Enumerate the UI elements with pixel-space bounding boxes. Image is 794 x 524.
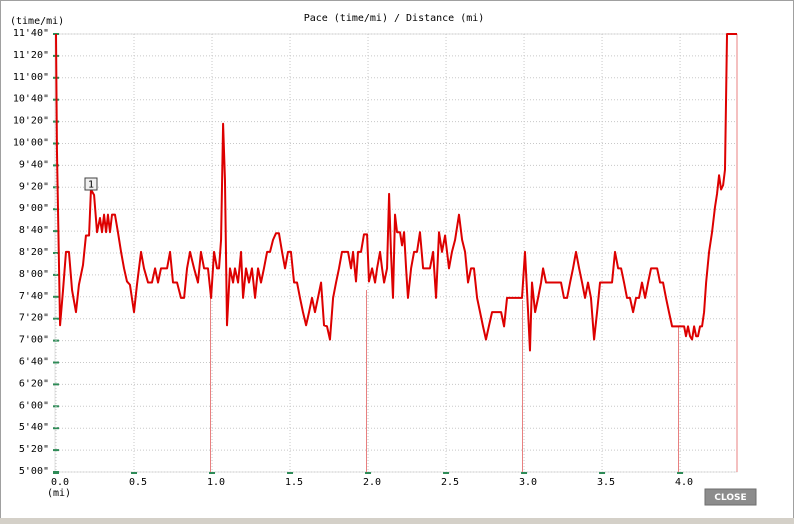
chart-title: Pace (time/mi) / Distance (mi)	[304, 13, 485, 24]
x-tick-label: 1.0	[207, 477, 225, 488]
x-tick-label: 0.0	[51, 477, 69, 488]
y-tick-label: 6'20"	[19, 378, 49, 389]
y-tick-label: 5'40"	[19, 422, 49, 433]
y-tick-label: 9'40"	[19, 159, 49, 170]
y-axis-label: (time/mi)	[10, 16, 64, 27]
y-tick-label: 7'20"	[19, 313, 49, 324]
y-tick-label: 11'40"	[13, 28, 49, 39]
x-tick-label: 3.0	[519, 477, 537, 488]
x-tick-label: 4.0	[675, 477, 693, 488]
x-tick-label: 1.5	[285, 477, 303, 488]
y-tick-label: 11'20"	[13, 50, 49, 61]
close-button-label[interactable]: CLOSE	[714, 493, 746, 503]
lap-badge	[84, 177, 98, 191]
y-tick-label: 8'20"	[19, 247, 49, 258]
y-tick-label: 9'00"	[19, 203, 49, 214]
y-tick-label: 8'00"	[19, 269, 49, 280]
y-tick-label: 10'40"	[13, 94, 49, 105]
annotation: 1	[88, 180, 94, 191]
pace-line	[55, 33, 737, 352]
close-button[interactable]	[704, 488, 757, 506]
x-tick-label: 2.5	[441, 477, 459, 488]
y-tick-label: 5'20"	[19, 444, 49, 455]
y-tick-label: 10'00"	[13, 138, 49, 149]
bottom-bar	[0, 518, 794, 524]
y-tick-label: 11'00"	[13, 72, 49, 83]
x-tick-label: 2.0	[363, 477, 381, 488]
marks	[55, 33, 737, 352]
y-tick-label: 8'40"	[19, 225, 49, 236]
x-tick-label: 3.5	[597, 477, 615, 488]
y-tick-label: 5'00"	[19, 466, 49, 477]
y-tick-label: 9'20"	[19, 181, 49, 192]
x-axis-label: (mi)	[47, 488, 71, 499]
y-tick-label: 6'40"	[19, 357, 49, 368]
x-tick-label: 0.5	[129, 477, 147, 488]
y-tick-label: 7'40"	[19, 291, 49, 302]
y-tick-label: 7'00"	[19, 335, 49, 346]
y-tick-label: 6'00"	[19, 400, 49, 411]
y-tick-label: 10'20"	[13, 116, 49, 127]
